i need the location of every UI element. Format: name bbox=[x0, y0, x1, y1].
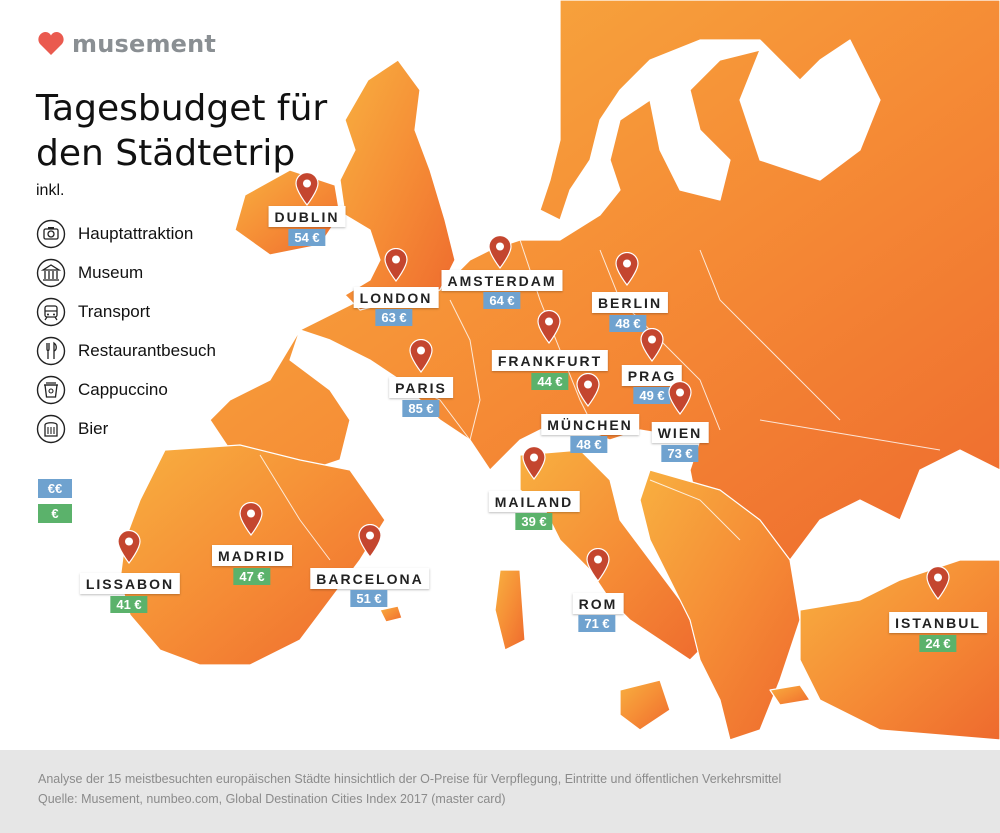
coffee-cup-icon bbox=[36, 375, 66, 404]
fork-knife-icon bbox=[36, 336, 66, 365]
city-price-istanbul: 24 € bbox=[919, 635, 957, 652]
map-pin-icon bbox=[668, 381, 692, 415]
map-pin-icon bbox=[358, 524, 382, 558]
map-pin-icon bbox=[926, 566, 950, 600]
map-pin-icon bbox=[117, 530, 141, 564]
tram-icon bbox=[36, 297, 66, 326]
footer: Analyse der 15 meistbesuchten europäisch… bbox=[0, 750, 1000, 833]
city-label-wien: WIEN bbox=[651, 422, 709, 443]
map-pin-icon bbox=[522, 446, 546, 480]
brand-name: musement bbox=[72, 30, 217, 58]
map-pin-icon bbox=[384, 248, 408, 282]
legend-label: Transport bbox=[78, 301, 151, 321]
legend-item-museum: Museum bbox=[36, 253, 216, 292]
city-label-paris: PARIS bbox=[389, 377, 453, 398]
city-label-istanbul: ISTANBUL bbox=[889, 612, 987, 633]
legend-label: Cappuccino bbox=[78, 379, 168, 399]
map-pin-icon bbox=[488, 235, 512, 269]
land-great-britain bbox=[339, 59, 456, 311]
city-label-rom: ROM bbox=[572, 593, 624, 614]
legend-label: Restaurantbesuch bbox=[78, 340, 216, 360]
city-price-mailand: 39 € bbox=[515, 513, 553, 530]
price-key-cheap: € bbox=[38, 504, 72, 523]
beer-icon bbox=[36, 414, 66, 443]
city-price-prag: 49 € bbox=[633, 387, 671, 404]
legend-label: Museum bbox=[78, 262, 144, 282]
camera-icon bbox=[36, 219, 66, 248]
city-price-amsterdam: 64 € bbox=[483, 292, 521, 309]
inkl-label: inkl. bbox=[36, 182, 65, 199]
page-title: Tagesbudget für den Städtetrip bbox=[36, 88, 328, 174]
legend: Hauptattraktion Museum Transport Restaur… bbox=[36, 214, 216, 448]
city-price-frankfurt: 44 € bbox=[531, 373, 569, 390]
legend-item-restaurantbesuch: Restaurantbesuch bbox=[36, 331, 216, 370]
legend-item-hauptattraktion: Hauptattraktion bbox=[36, 214, 216, 253]
legend-label: Hauptattraktion bbox=[78, 223, 194, 243]
city-label-lissabon: LISSABON bbox=[79, 573, 181, 594]
city-label-amsterdam: AMSTERDAM bbox=[441, 270, 563, 291]
city-label-frankfurt: FRANKFURT bbox=[491, 350, 609, 371]
land-sardinia bbox=[494, 569, 526, 651]
city-price-madrid: 47 € bbox=[233, 568, 271, 585]
city-label-london: LONDON bbox=[353, 287, 439, 308]
city-price-london: 63 € bbox=[375, 309, 413, 326]
footer-note: Analyse der 15 meistbesuchten europäisch… bbox=[38, 772, 782, 786]
city-price-wien: 73 € bbox=[661, 445, 699, 462]
land-crete bbox=[769, 684, 811, 706]
map-pin-icon bbox=[409, 339, 433, 373]
city-price-paris: 85 € bbox=[402, 400, 440, 417]
city-price-dublin: 54 € bbox=[288, 229, 326, 246]
city-label-barcelona: BARCELONA bbox=[310, 568, 430, 589]
city-label-prag: PRAG bbox=[621, 365, 683, 386]
land-balearics bbox=[379, 605, 403, 623]
city-price-münchen: 48 € bbox=[570, 436, 608, 453]
map-pin-icon bbox=[576, 373, 600, 407]
map-pin-icon bbox=[295, 172, 319, 206]
city-price-lissabon: 41 € bbox=[110, 596, 148, 613]
price-key-expensive: €€ bbox=[38, 479, 72, 498]
heart-icon bbox=[38, 32, 64, 55]
legend-item-cappuccino: Cappuccino bbox=[36, 370, 216, 409]
city-label-madrid: MADRID bbox=[212, 545, 292, 566]
city-label-dublin: DUBLIN bbox=[268, 206, 346, 227]
legend-item-transport: Transport bbox=[36, 292, 216, 331]
legend-item-bier: Bier bbox=[36, 409, 216, 448]
footer-source: Quelle: Musement, numbeo.com, Global Des… bbox=[38, 792, 506, 806]
land-sicily bbox=[619, 679, 671, 731]
map-pin-icon bbox=[640, 328, 664, 362]
brand-logo: musement bbox=[38, 30, 216, 58]
land-balkans bbox=[639, 469, 801, 741]
map-pin-icon bbox=[586, 548, 610, 582]
legend-label: Bier bbox=[78, 418, 109, 438]
city-price-barcelona: 51 € bbox=[350, 590, 388, 607]
city-label-berlin: BERLIN bbox=[591, 292, 669, 313]
city-label-mailand: MAILAND bbox=[488, 491, 580, 512]
city-price-berlin: 48 € bbox=[609, 315, 647, 332]
map-pin-icon bbox=[537, 310, 561, 344]
museum-icon bbox=[36, 258, 66, 287]
city-price-rom: 71 € bbox=[578, 615, 616, 632]
map-pin-icon bbox=[615, 252, 639, 286]
land-turkey bbox=[799, 559, 1000, 741]
city-label-münchen: MÜNCHEN bbox=[541, 414, 639, 435]
map-pin-icon bbox=[239, 502, 263, 536]
